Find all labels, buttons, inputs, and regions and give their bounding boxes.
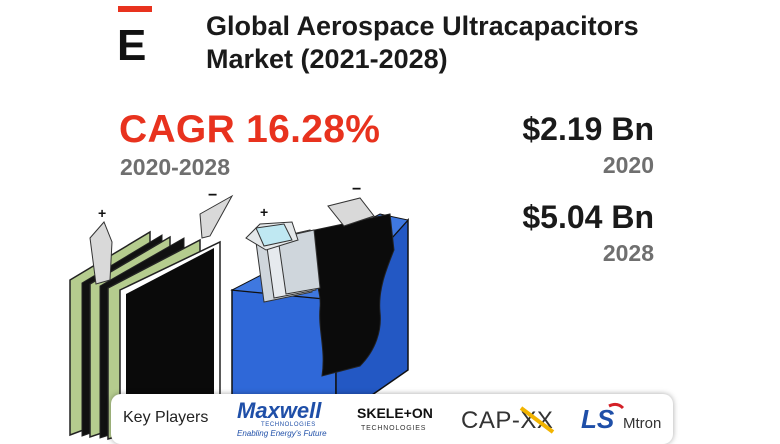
maxwell-logo: Maxwell TECHNOLOGIES Enabling Energy's F…	[237, 398, 327, 438]
cap-xx-logo: CAP-XX	[461, 406, 555, 434]
right-capacitor-cell: + −	[230, 181, 409, 422]
skeleton-sub: TECHNOLOGIES	[361, 425, 426, 432]
cagr-years: 2020-2028	[120, 154, 230, 180]
right-plus-sign: +	[260, 204, 268, 220]
left-minus-sign: −	[208, 187, 217, 204]
market-year-2028: 2028	[602, 240, 654, 266]
ls-mtron-logo: LS Mtron	[581, 402, 661, 434]
brand-logo: E	[117, 6, 152, 64]
market-year-2020: 2020	[602, 152, 654, 178]
maxwell-sub: TECHNOLOGIES	[261, 422, 316, 428]
ls-swoosh	[608, 402, 625, 410]
key-players-label: Key Players	[123, 409, 209, 426]
maxwell-name: Maxwell	[237, 398, 322, 423]
page-title: Global Aerospace Ultracapacitors Market …	[206, 10, 686, 76]
logo-red-bar	[118, 6, 152, 12]
ls-mark: LS	[581, 404, 615, 434]
maxwell-tagline: Enabling Energy's Future	[237, 429, 327, 438]
ultracapacitor-illustration: + − + −	[69, 181, 409, 440]
title-line-1: Global Aerospace Ultracapacitors	[206, 11, 639, 41]
cap-xx-accent	[519, 406, 555, 434]
left-plus-sign: +	[98, 205, 106, 221]
cagr-value: CAGR 16.28%	[119, 108, 381, 151]
market-value-2020: $2.19 Bn	[522, 111, 654, 147]
ls-name: Mtron	[623, 415, 661, 432]
title-line-2: Market (2021-2028)	[206, 44, 448, 74]
right-minus-sign: −	[352, 181, 361, 198]
logo-letter: E	[117, 21, 146, 64]
market-value-2028: $5.04 Bn	[522, 199, 654, 235]
left-capacitor-cell: + −	[69, 187, 234, 440]
skeleton-name: SKELE+ON	[357, 405, 433, 421]
skeleton-logo: SKELE+ON TECHNOLOGIES	[357, 405, 433, 432]
key-players-panel: Key Players Maxwell TECHNOLOGIES Enablin…	[111, 394, 673, 444]
